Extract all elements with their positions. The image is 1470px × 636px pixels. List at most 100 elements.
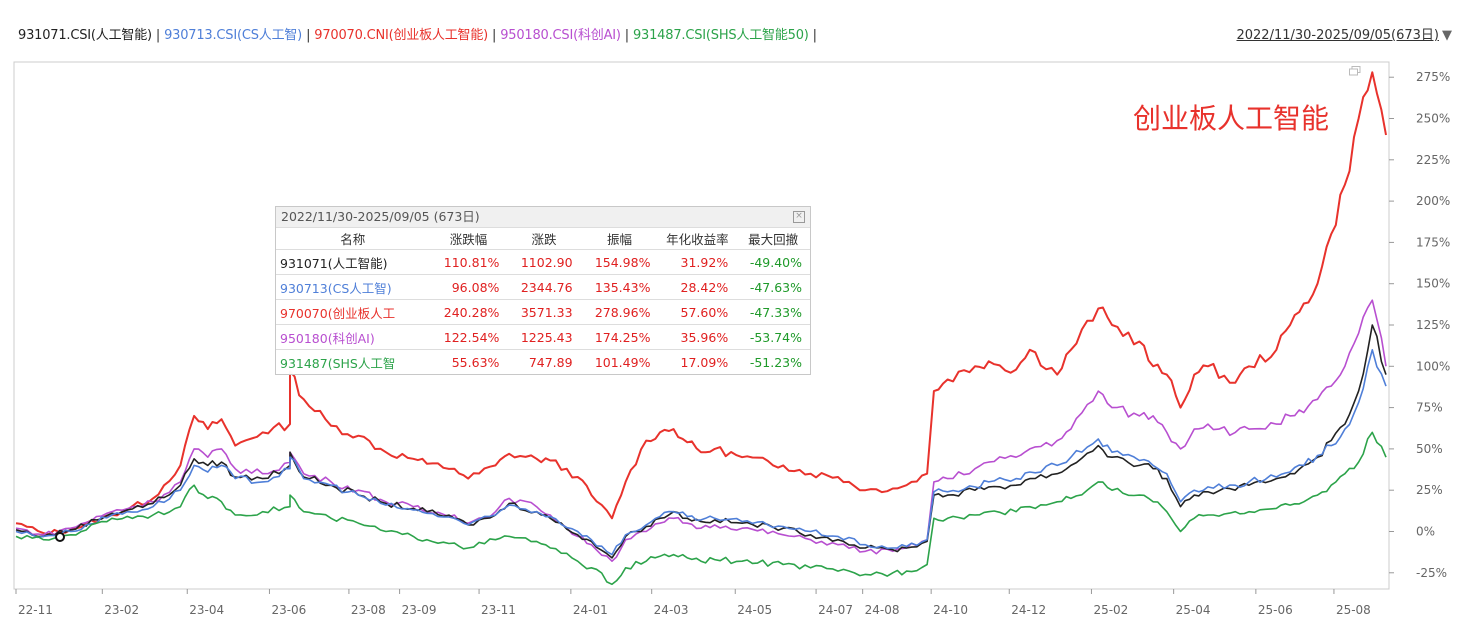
date-range-text[interactable]: 2022/11/30-2025/09/05(673日) (1236, 28, 1439, 43)
x-tick-label: 23-11 (481, 603, 516, 617)
y-tick-label: 0% (1416, 524, 1435, 538)
legend-item[interactable]: 931071.CSI(人工智能) (18, 28, 152, 43)
stats-cell: -47.33% (749, 304, 802, 320)
legend-separator: | (155, 28, 161, 43)
stats-popup-title: 2022/11/30-2025/09/05 (673日) (281, 209, 480, 224)
stats-cell: 96.08% (451, 279, 500, 295)
stats-row-name: 931487(SHS人工智 (280, 355, 396, 371)
legend-separator: | (624, 28, 629, 43)
x-tick-label: 25-02 (1093, 603, 1128, 617)
stats-row-name: 931071(人工智能) (280, 255, 388, 271)
x-tick-label: 23-06 (271, 603, 306, 617)
stats-cell: 1225.43 (520, 329, 573, 345)
series-line (15, 299, 1387, 563)
y-tick-label: 200% (1416, 194, 1450, 208)
date-range-selector[interactable]: 2022/11/30-2025/09/05(673日) ▼ (1236, 24, 1452, 43)
stats-row: 930713(CS人工智) 96.08% 2344.76 135.43% 28.42% -… (276, 274, 810, 300)
y-tick-label: 275% (1416, 70, 1450, 84)
y-tick-label: 225% (1416, 153, 1450, 167)
dropdown-arrow-icon[interactable]: ▼ (1442, 28, 1452, 43)
stats-table: 名称 涨跌幅 涨跌 振幅 年化收益率 最大回撤 931071(人工智能) 110.81% 11… (276, 228, 810, 374)
stats-cell: 55.63% (451, 354, 500, 370)
legend-item[interactable]: 950180.CSI(科创AI) (500, 28, 621, 43)
x-tick-label: 24-01 (573, 603, 608, 617)
series-line (15, 348, 1387, 556)
stats-column-header: 最大回撤 (748, 232, 799, 247)
series-annotation: 创业板人工智能 (1133, 102, 1329, 135)
y-tick-label: 175% (1416, 235, 1450, 249)
x-tick-label: 23-04 (189, 603, 224, 617)
x-tick-label: 24-12 (1011, 603, 1046, 617)
legend-separator: | (492, 28, 497, 43)
stats-column-header: 涨跌 (531, 232, 557, 247)
y-tick-label: 50% (1416, 442, 1443, 456)
stats-cell: -51.23% (749, 354, 802, 370)
stats-column-header: 年化收益率 (666, 232, 729, 247)
series-line (15, 431, 1387, 586)
stats-popup-header: 2022/11/30-2025/09/05 (673日) × (276, 207, 810, 228)
stats-cell: 278.96% (594, 304, 651, 320)
legend-separator: | (306, 28, 311, 43)
y-tick-label: 100% (1416, 359, 1450, 373)
close-icon[interactable]: × (793, 211, 805, 223)
x-axis: 22-11 23-02 23-04 23-06 23-08 23-09 23-11 24-01… (15, 589, 1371, 617)
stats-row: 950180(科创AI) 122.54% 1225.43 174.25% 35.96% -… (276, 324, 810, 350)
stats-column-header: 名称 (340, 232, 366, 247)
x-tick-label: 24-05 (737, 603, 772, 617)
y-tick-label: -25% (1416, 566, 1447, 580)
stats-cell: 2344.76 (520, 279, 573, 295)
y-tick-label: 25% (1416, 483, 1443, 497)
y-tick-label: 250% (1416, 112, 1450, 126)
x-tick-label: 25-08 (1336, 603, 1371, 617)
stats-row: 931071(人工智能) 110.81% 1102.90 154.98% 31.92% -… (276, 249, 810, 275)
stats-cell: 747.89 (528, 354, 573, 370)
x-tick-label: 25-06 (1258, 603, 1293, 617)
start-marker-icon (55, 532, 65, 542)
y-axis: 275% 250% 225% 200% 175% 150% 125% 100% 75% 50% 25… (1389, 70, 1450, 580)
x-tick-label: 24-08 (865, 603, 900, 617)
stats-row: 931487(SHS人工智 55.63% 747.89 101.49% 17.09% -5… (276, 349, 810, 375)
y-tick-label: 150% (1416, 277, 1450, 291)
stats-cell: 101.49% (594, 354, 651, 370)
y-tick-label: 75% (1416, 401, 1443, 415)
stats-cell: 174.25% (594, 329, 651, 345)
stats-cell: 154.98% (594, 254, 651, 270)
x-tick-label: 24-10 (933, 603, 968, 617)
stats-row: 970070(创业板人工 240.28% 3571.33 278.96% 57.60% -… (276, 299, 810, 325)
stats-column-header: 涨跌幅 (449, 232, 488, 247)
legend-separator: | (812, 28, 817, 43)
stats-cell: -49.40% (749, 254, 802, 270)
stats-cell: 57.60% (680, 304, 729, 320)
series-lines (15, 71, 1387, 586)
stats-cell: 31.92% (680, 254, 729, 270)
restore-window-icon[interactable] (1349, 66, 1361, 76)
x-tick-label: 23-02 (104, 603, 139, 617)
stats-cell: 35.96% (680, 329, 729, 345)
legend-item[interactable]: 931487.CSI(SHS人工智能50) (632, 28, 809, 43)
x-tick-label: 23-08 (351, 603, 386, 617)
stats-table-body: 931071(人工智能) 110.81% 1102.90 154.98% 31.92% -… (276, 249, 810, 375)
y-tick-label: 125% (1416, 318, 1450, 332)
stats-cell: 240.28% (443, 304, 500, 320)
stats-cell: -53.74% (749, 329, 802, 345)
stats-cell: 3571.33 (520, 304, 573, 320)
x-tick-label: 23-09 (402, 603, 437, 617)
series-line (15, 324, 1387, 559)
stats-row-name: 930713(CS人工智) (280, 280, 392, 296)
stats-cell: 17.09% (680, 354, 729, 370)
x-tick-label: 25-04 (1176, 603, 1211, 617)
x-tick-label: 22-11 (18, 603, 53, 617)
series-line (15, 71, 1387, 536)
stats-table-header: 名称 涨跌幅 涨跌 振幅 年化收益率 最大回撤 (276, 228, 810, 250)
legend-item[interactable]: 930713.CSI(CS人工智) (164, 28, 303, 43)
x-tick-label: 24-07 (818, 603, 853, 617)
stats-cell: 110.81% (443, 254, 500, 270)
stats-popup: 2022/11/30-2025/09/05 (673日) × 名称 涨跌幅 涨跌 振幅… (275, 206, 811, 375)
legend-item[interactable]: 970070.CNI(创业板人工智能) (314, 28, 488, 43)
stats-cell: 28.42% (680, 279, 729, 295)
stats-cell: -47.63% (749, 279, 802, 295)
stats-row-name: 950180(科创AI) (280, 330, 375, 346)
stats-cell: 122.54% (443, 329, 500, 345)
stats-row-name: 970070(创业板人工 (280, 305, 396, 321)
stats-cell: 1102.90 (520, 254, 573, 270)
